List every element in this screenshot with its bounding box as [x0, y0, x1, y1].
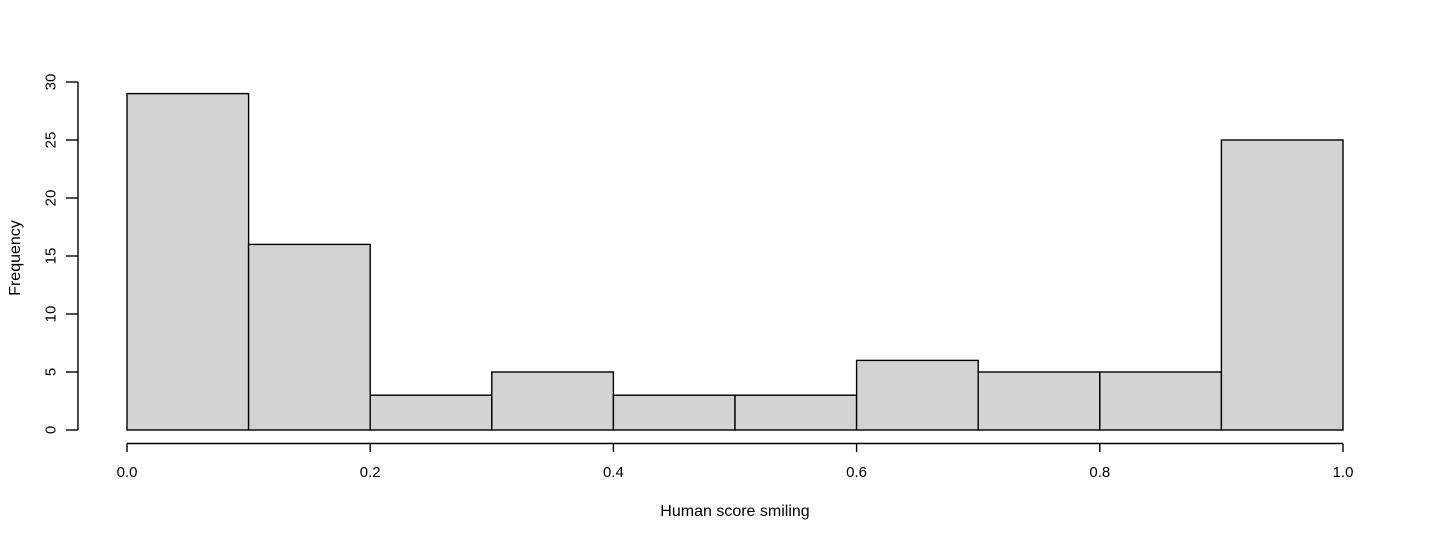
- histogram-bar: [855, 359, 979, 431]
- histogram-bar: [1220, 139, 1344, 431]
- histogram-bar: [247, 243, 371, 431]
- y-tick-label: 30: [42, 74, 59, 91]
- x-tick-label: 0.4: [603, 464, 624, 481]
- histogram-bar: [1099, 371, 1223, 431]
- y-tick-label: 25: [42, 132, 59, 149]
- x-tick-label: 0.8: [1089, 464, 1110, 481]
- y-tick-label: 0: [42, 426, 59, 434]
- histogram-bar: [126, 92, 250, 431]
- y-axis-label: Frequency: [7, 220, 24, 296]
- x-tick-label: 0.6: [846, 464, 867, 481]
- x-tick-label: 0.0: [117, 464, 138, 481]
- histogram-bar: [369, 394, 493, 431]
- y-tick-label: 15: [42, 248, 59, 265]
- x-axis-label: Human score smiling: [660, 503, 810, 520]
- x-tick-label: 1.0: [1333, 464, 1354, 481]
- x-tick-label: 0.2: [360, 464, 381, 481]
- histogram-bar: [612, 394, 736, 431]
- y-tick-label: 10: [42, 306, 59, 323]
- histogram-bar: [977, 371, 1101, 431]
- histogram-bar: [491, 371, 615, 431]
- y-tick-label: 20: [42, 190, 59, 207]
- y-tick-label: 5: [42, 368, 59, 376]
- histogram-bar: [734, 394, 858, 431]
